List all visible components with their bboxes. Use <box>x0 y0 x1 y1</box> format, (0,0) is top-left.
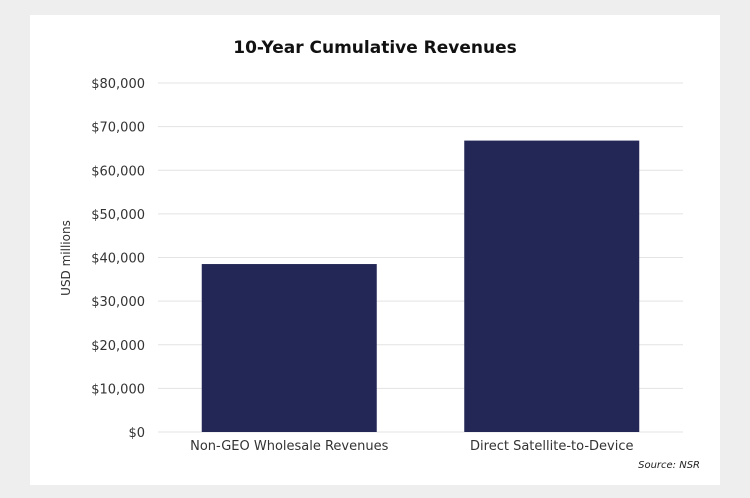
bar-1 <box>201 264 377 432</box>
y-tick-label: $0 <box>128 426 145 441</box>
y-tick-label: $40,000 <box>91 252 145 267</box>
bar-2 <box>464 140 640 432</box>
chart-title: 10-Year Cumulative Revenues <box>233 38 517 58</box>
source-note: Source: NSR <box>638 460 700 471</box>
chart-card: 10-Year Cumulative Revenues $0 $10,000 $20… <box>30 15 720 485</box>
y-tick-label: $50,000 <box>91 208 145 223</box>
y-tick-label: $60,000 <box>91 164 145 179</box>
bars <box>201 140 640 432</box>
y-tick-label: $80,000 <box>91 77 145 92</box>
x-axis-labels: Non-GEO Wholesale Revenues Direct Satelli… <box>190 439 633 454</box>
x-category-label: Direct Satellite-to-Device <box>470 439 633 454</box>
y-tick-label: $70,000 <box>91 121 145 136</box>
y-tick-label: $20,000 <box>91 339 145 354</box>
y-tick-label: $10,000 <box>91 382 145 397</box>
bar-chart: 10-Year Cumulative Revenues $0 $10,000 $20… <box>59 38 700 471</box>
x-category-label: Non-GEO Wholesale Revenues <box>190 439 388 454</box>
y-axis-label: USD millions <box>59 220 73 296</box>
y-axis-ticks: $0 $10,000 $20,000 $30,000 $40,000 $50,000 $60… <box>91 77 145 441</box>
y-tick-label: $30,000 <box>91 295 145 310</box>
